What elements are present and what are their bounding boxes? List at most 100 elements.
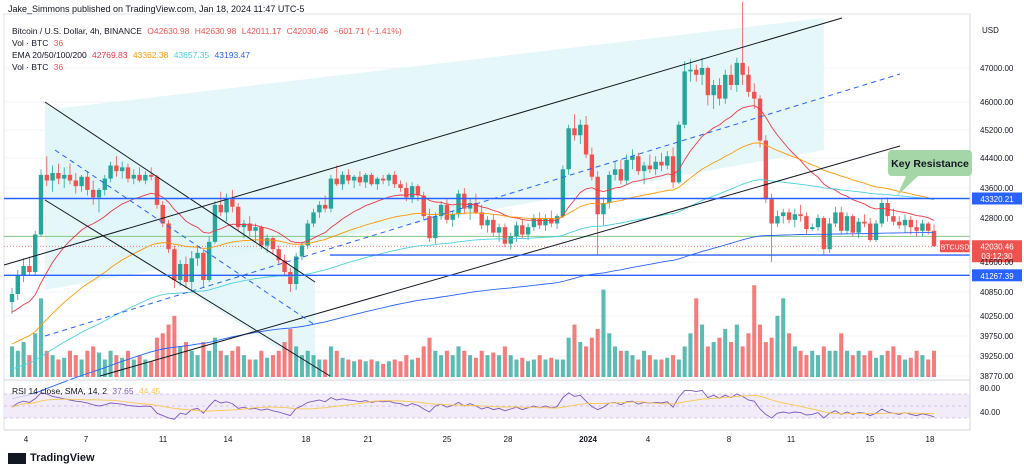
volume-bar	[462, 350, 467, 377]
price-tick-label: 39750.00	[980, 332, 1014, 341]
tradingview-wordmark: TradingView	[30, 452, 95, 464]
candle-body	[392, 174, 397, 185]
volume-bar	[317, 359, 322, 377]
candle-body	[444, 204, 450, 220]
candle-body	[566, 128, 571, 170]
ema-legend[interactable]: EMA 20/50/100/200 42769.83 43362.38 4365…	[12, 50, 253, 60]
candle-body	[508, 236, 513, 244]
rsi-tick-label: 40.00	[980, 408, 1001, 417]
candle-body	[601, 203, 606, 215]
candle-body	[699, 68, 705, 75]
volume-bar	[665, 357, 670, 377]
trendline-overlays: 43320.2141790.2141267.39BTCUSD42030.4603…	[3, 17, 1022, 377]
time-tick-label: 2024	[579, 435, 597, 444]
rsi-sma-value: 44.45	[139, 386, 161, 396]
vol-value: 36	[53, 38, 64, 48]
candle-body	[891, 216, 896, 222]
time-tick-label: 4	[24, 435, 29, 444]
time-tick-label: 4	[646, 435, 651, 444]
candle-body	[224, 199, 229, 213]
price-tick-label: 42800.00	[980, 214, 1014, 223]
candle-body	[734, 62, 740, 85]
volume-bar	[108, 350, 113, 377]
volume-bar	[125, 350, 131, 377]
volume-bar	[154, 337, 159, 377]
symbol-legend[interactable]: Bitcoin / U.S. Dollar, 4h, BINANCE O4263…	[12, 26, 405, 36]
volume-bar	[902, 359, 908, 377]
candle-body	[380, 178, 386, 181]
candle-body	[212, 204, 218, 242]
volume-bar	[33, 333, 38, 377]
volume-bar	[189, 350, 194, 377]
volume-bar	[931, 350, 937, 377]
volume-bar	[120, 357, 125, 377]
rsi-label: RSI 14 close, SMA, 14, 2	[12, 386, 107, 396]
volume-bar	[682, 346, 687, 377]
price-candles[interactable]	[9, 1, 937, 314]
volume-bar	[700, 324, 705, 377]
volume-bar	[798, 350, 803, 377]
candle-body	[293, 256, 299, 284]
volume-legend[interactable]: Vol · BTC 36	[12, 38, 66, 48]
volume-bar	[908, 357, 913, 377]
volume-bar	[729, 342, 734, 377]
volume-bar	[705, 346, 710, 377]
volume-bar	[787, 333, 792, 377]
volume-bar	[723, 328, 728, 377]
candle-body	[108, 165, 113, 179]
price-tick-label: 40850.00	[980, 288, 1014, 297]
descending-lower-line	[44, 199, 331, 377]
volume-bar	[230, 350, 235, 377]
rsi-legend[interactable]: RSI 14 close, SMA, 14, 2 37.65 44.45	[12, 386, 163, 396]
candle-body	[479, 212, 484, 226]
candle-body	[154, 176, 160, 205]
candle-body	[897, 221, 902, 226]
candle-body	[50, 173, 55, 181]
candle-body	[90, 189, 96, 198]
candle-body	[688, 69, 693, 72]
channel-lower-line	[99, 145, 901, 377]
candle-body	[172, 249, 177, 280]
candle-body	[56, 173, 61, 179]
volume-bar	[381, 363, 386, 377]
candle-body	[340, 174, 345, 185]
time-tick-label: 8	[727, 435, 732, 444]
candle-body	[839, 212, 844, 231]
volume-legend-2[interactable]: Vol · BTC 36	[12, 62, 66, 72]
candle-body	[305, 223, 310, 246]
volume-bar	[270, 355, 275, 377]
volume-bar	[369, 359, 374, 377]
volume-bar	[276, 350, 281, 377]
rsi-tick-label: 80.00	[980, 384, 1001, 393]
price-tick-label: 38770.00	[980, 372, 1014, 381]
volume-bar	[328, 346, 333, 377]
candle-body	[32, 234, 38, 272]
candle-body	[653, 161, 658, 170]
volume-bar	[926, 359, 931, 377]
ohlc-change: −601.71 (−1.41%)	[333, 26, 402, 36]
symbol-tag	[940, 240, 970, 253]
tradingview-logo[interactable]: TradingView	[8, 452, 95, 464]
candle-body	[868, 223, 873, 240]
volume-bar	[891, 346, 896, 377]
candle-body	[311, 212, 316, 224]
price-tick-label: 41600.00	[980, 258, 1014, 267]
candle-body	[757, 98, 763, 141]
candle-body	[804, 216, 809, 229]
candle-body	[856, 221, 861, 233]
candle-body	[560, 169, 566, 217]
candle-body	[264, 238, 270, 246]
volume-bar	[149, 361, 154, 377]
volume-bar	[183, 342, 188, 377]
candle-body	[531, 218, 537, 228]
volume-bar	[288, 328, 293, 377]
volume-bar	[508, 355, 513, 377]
rsi-pane: 80.00 40.00	[4, 379, 1001, 420]
ema20-value: 42769.83	[92, 50, 128, 60]
volume-bar	[195, 355, 200, 377]
price-tick-label: 46000.00	[980, 98, 1014, 107]
volume-bar	[21, 342, 26, 377]
candle-body	[119, 167, 125, 172]
volume-bar	[224, 355, 229, 377]
candle-body	[282, 260, 287, 272]
